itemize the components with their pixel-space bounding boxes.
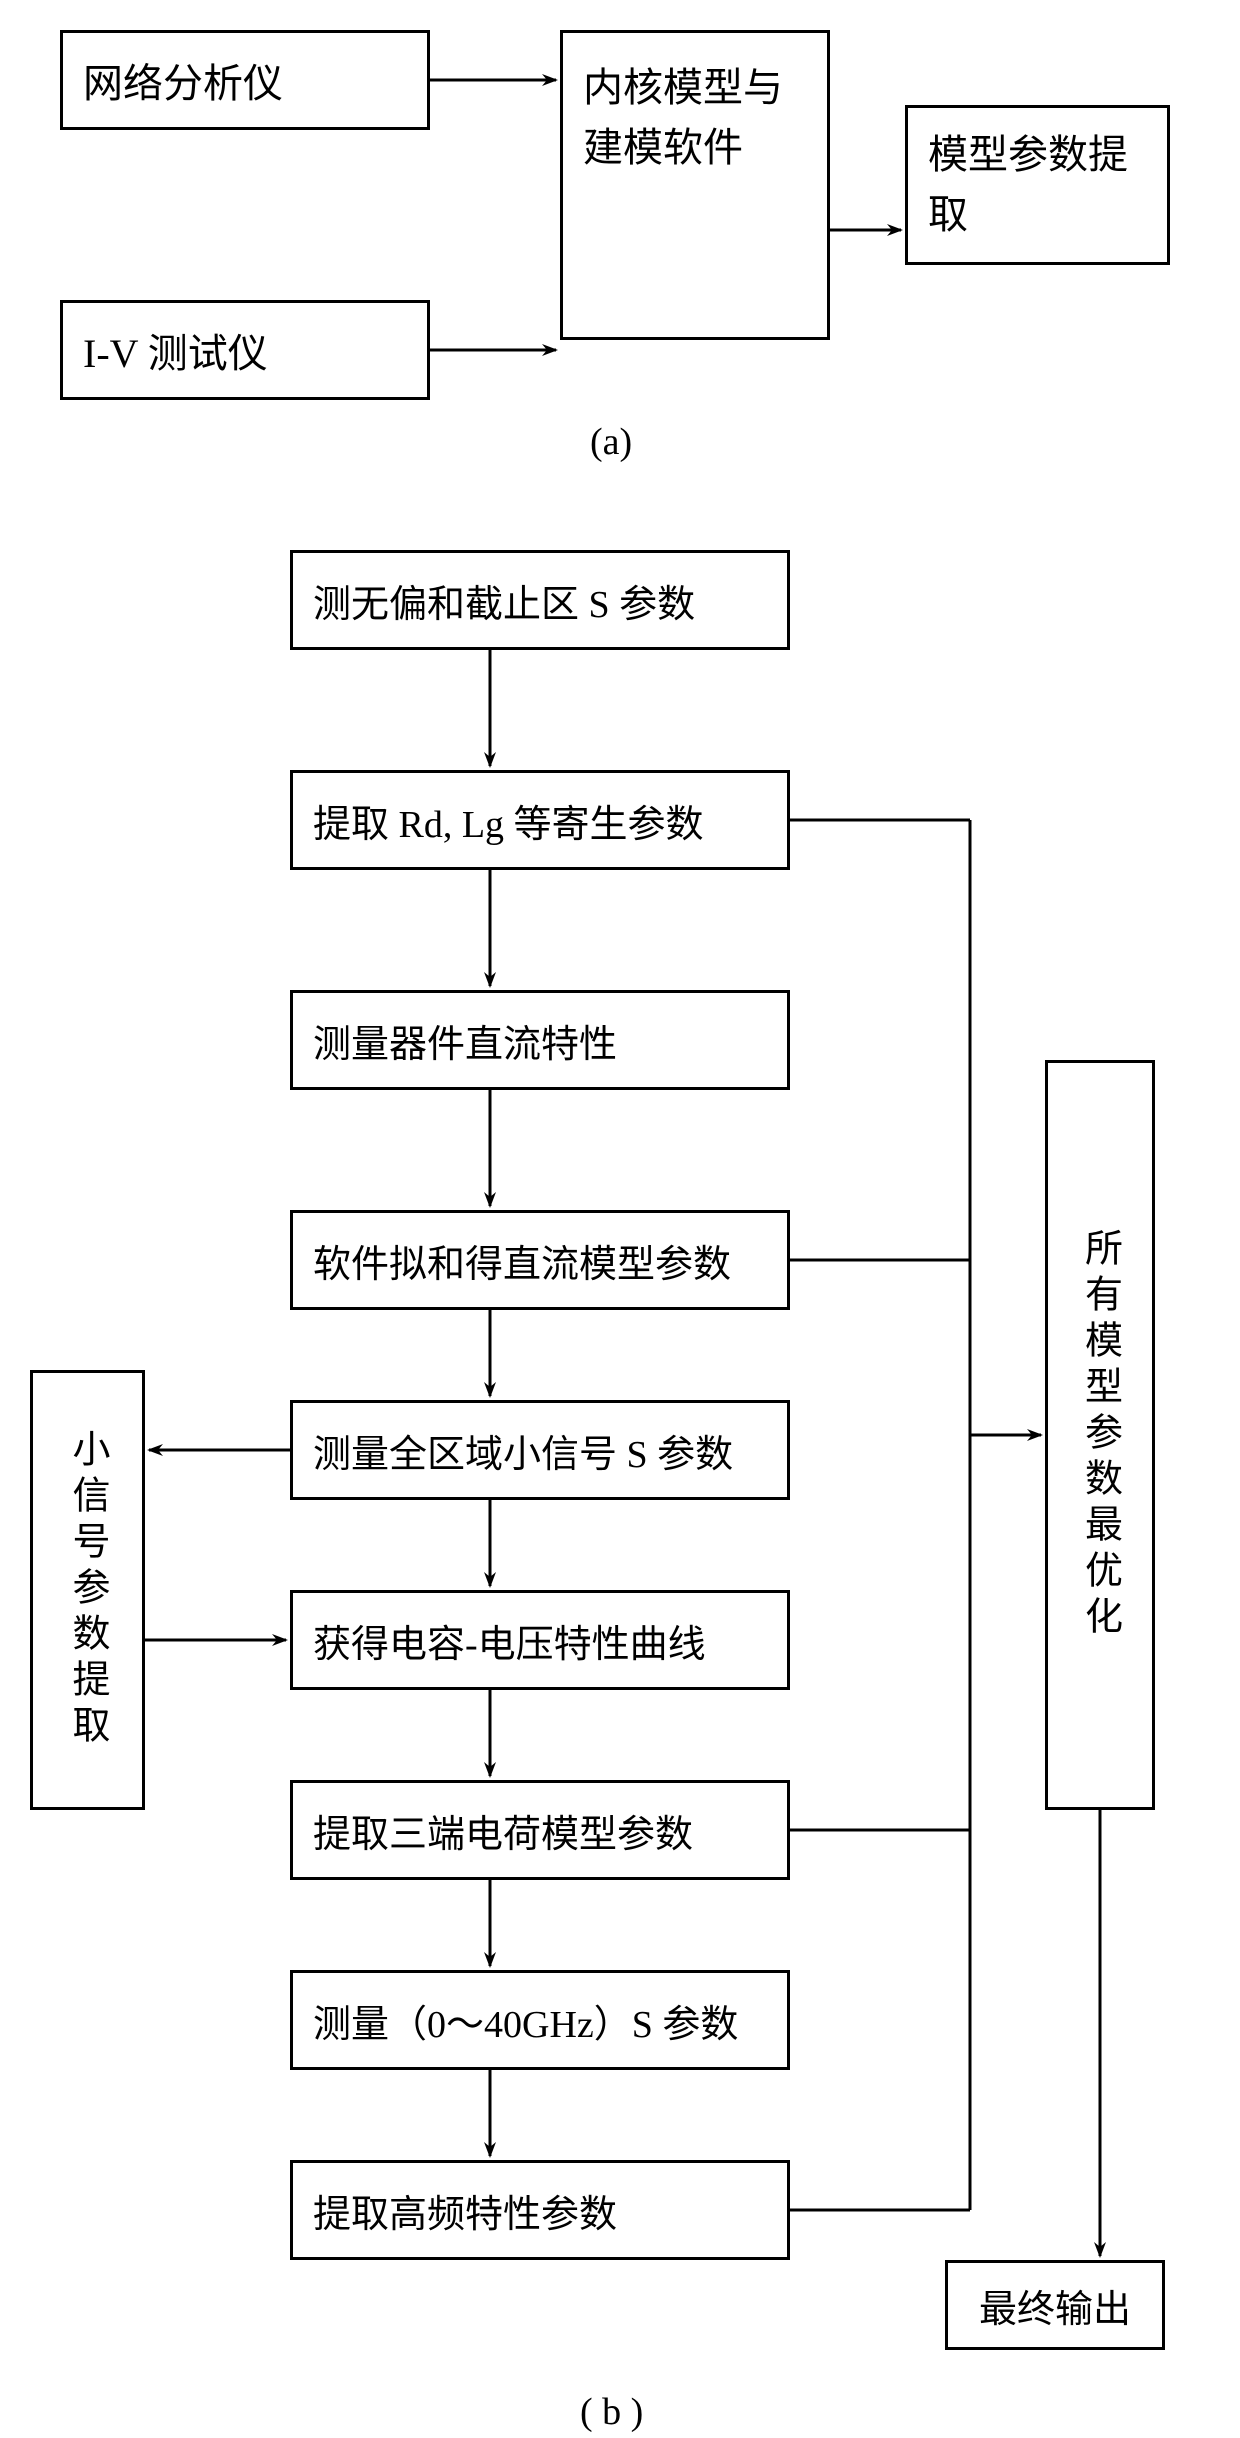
connectors <box>0 0 1240 2438</box>
